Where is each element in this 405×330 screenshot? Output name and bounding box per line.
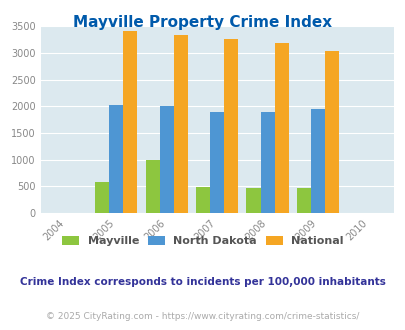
Text: © 2025 CityRating.com - https://www.cityrating.com/crime-statistics/: © 2025 CityRating.com - https://www.city… [46, 312, 359, 321]
Bar [310, 109, 324, 213]
Bar [95, 182, 109, 213]
Bar [246, 188, 260, 213]
Text: Mayville Property Crime Index: Mayville Property Crime Index [73, 15, 332, 30]
Bar [274, 43, 288, 213]
Bar [109, 105, 123, 213]
Bar [145, 160, 159, 213]
Legend: Mayville, North Dakota, National: Mayville, North Dakota, National [58, 232, 347, 251]
Bar [123, 31, 137, 213]
Bar [296, 188, 310, 213]
Bar [173, 35, 188, 213]
Bar [210, 112, 224, 213]
Text: Crime Index corresponds to incidents per 100,000 inhabitants: Crime Index corresponds to incidents per… [20, 277, 385, 287]
Bar [196, 187, 210, 213]
Bar [224, 39, 238, 213]
Bar [260, 112, 274, 213]
Bar [159, 106, 173, 213]
Bar [324, 51, 339, 213]
